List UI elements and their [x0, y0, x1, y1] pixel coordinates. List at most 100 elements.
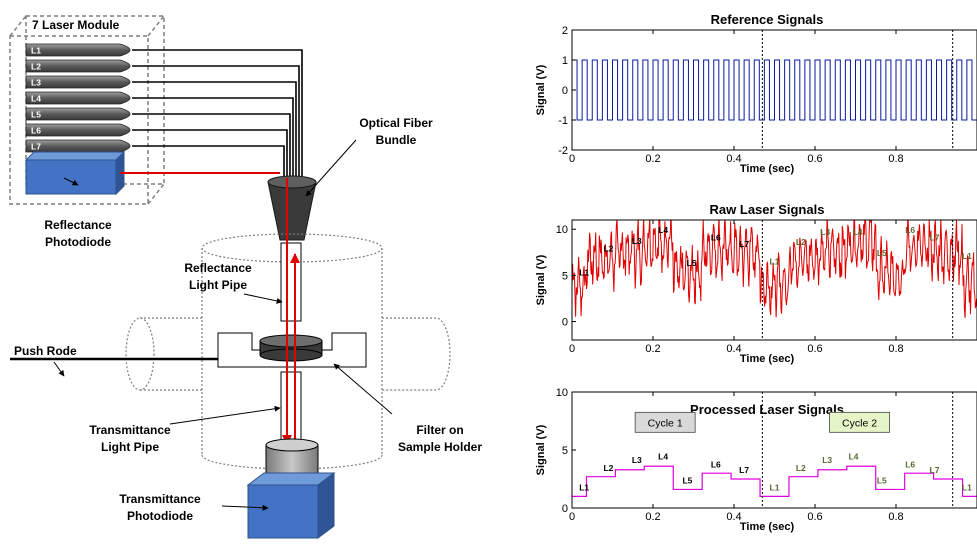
optical-fiber-bundle-label-1: Optical Fiber	[359, 116, 433, 130]
series-label-13: L6	[905, 459, 915, 469]
x-tick-label: 0.6	[807, 153, 822, 165]
fiber-7	[132, 145, 285, 180]
x-tick-label: 0	[569, 511, 575, 523]
x-tick-label: 0.6	[807, 343, 822, 355]
laser-body-5	[25, 107, 131, 121]
series-label-12: L5	[877, 248, 887, 258]
x-tick-label: 0	[569, 153, 575, 165]
filter-disk	[259, 334, 323, 362]
chart-plot	[572, 220, 977, 318]
transmittance-photodiode-label-2: Photodiode	[127, 509, 193, 523]
series-label-15: L1	[962, 483, 972, 493]
series-label-9: L2	[796, 237, 806, 247]
series-label-15: L1	[962, 251, 972, 261]
x-tick-label: 0	[569, 343, 575, 355]
series-label-2: L2	[603, 243, 613, 253]
chart-title: Processed Laser Signals	[690, 402, 844, 417]
fiber-2	[132, 65, 300, 180]
reflectance-photodiode-label-2: Photodiode	[45, 235, 111, 249]
series-label-11: L4	[849, 451, 859, 461]
transmittance-photodiode-label-1: Transmittance	[119, 492, 201, 506]
x-axis-label: Time (sec)	[740, 521, 795, 533]
series-label-10: L3	[820, 227, 830, 237]
reflectance-pipe-pointer	[243, 293, 283, 304]
laser-body-2	[25, 59, 131, 73]
push-rode-pointer	[53, 361, 65, 377]
reflectance-light-pipe-label-1: Reflectance	[184, 261, 252, 275]
y-axis-label: Signal (V)	[535, 424, 547, 475]
series-label-10: L3	[822, 455, 832, 465]
transmittance-light-pipe-label-1: Transmittance	[89, 423, 171, 437]
series-label-14: L7	[930, 232, 940, 242]
cycle-label-2: Cycle 2	[842, 417, 877, 429]
series-label-6: L6	[711, 459, 721, 469]
x-tick-label: 0.2	[645, 511, 660, 523]
y-tick-label: -1	[558, 115, 568, 127]
y-tick-label: 10	[556, 224, 568, 236]
y-axis-label: Signal (V)	[535, 64, 547, 115]
series-label-1: L1	[579, 267, 589, 277]
laser-label-5: L5	[31, 110, 41, 120]
raw-laser-trace	[572, 220, 977, 318]
x-tick-label: 0.2	[645, 343, 660, 355]
x-axis-label: Time (sec)	[740, 353, 795, 365]
series-label-3: L3	[632, 455, 642, 465]
chart-frame	[571, 219, 977, 341]
chart-title: Raw Laser Signals	[710, 202, 825, 217]
module-title: 7 Laser Module	[32, 18, 120, 32]
laser-body-6	[25, 123, 131, 137]
series-label-3: L3	[632, 236, 642, 246]
transmittance-light-pipe	[280, 371, 302, 443]
chart-plot	[572, 59, 977, 121]
filter-label-1: Filter on	[416, 423, 463, 437]
laser-label-2: L2	[31, 62, 41, 72]
chart-title: Reference Signals	[711, 12, 824, 27]
y-tick-label: 0	[562, 503, 568, 515]
series-label-8: L1	[770, 256, 780, 266]
laser-label-7: L7	[31, 142, 41, 152]
y-tick-label: 2	[562, 25, 568, 37]
processed-laser-steps	[572, 465, 977, 497]
chart-2: Raw Laser Signals L1 L2 L3 L4 L5 L6 L7 L1 L2 L3 L4 L…	[535, 202, 977, 365]
laser-label-3: L3	[31, 78, 41, 88]
optical-fiber-bundle	[267, 175, 317, 241]
laser-body-1	[25, 43, 131, 57]
optical-fiber-bundle-label-2: Bundle	[376, 133, 417, 147]
filter-pointer	[333, 363, 393, 415]
filter-label-2: Sample Holder	[398, 440, 482, 454]
laser-label-6: L6	[31, 126, 41, 136]
transmittance-light-pipe-label-2: Light Pipe	[101, 440, 159, 454]
chart-plot	[572, 465, 977, 497]
reflectance-light-pipe	[280, 242, 302, 322]
laser-body-3	[25, 75, 131, 89]
y-tick-label: 1	[562, 55, 568, 67]
series-label-4: L4	[658, 225, 668, 235]
cycle-label-1: Cycle 1	[648, 417, 683, 429]
chart-3: Processed Laser Signals L1 L2 L3 L4 L5 L6 L7 L1 L…	[535, 387, 977, 533]
cycle-box-2	[829, 411, 890, 433]
series-label-4: L4	[658, 451, 668, 461]
series-label-7: L7	[739, 465, 749, 475]
fiber-1	[132, 49, 303, 180]
x-tick-label: 0.4	[726, 343, 741, 355]
y-axis-label: Signal (V)	[535, 254, 547, 305]
y-tick-label: 5	[562, 270, 568, 282]
laser-system-diagram: 7 Laser Module L1 L2 L3 L4 L5 L6 L7 Reflectanc…	[9, 15, 482, 539]
y-tick-label: 0	[562, 85, 568, 97]
push-rode-label: Push Rode	[14, 344, 77, 358]
laser-label-4: L4	[31, 94, 41, 104]
x-tick-label: 0.8	[888, 153, 903, 165]
fiber-bundle-pointer	[305, 139, 357, 197]
series-label-5: L5	[682, 476, 692, 486]
series-label-9: L2	[796, 463, 806, 473]
cycle-box-1	[634, 411, 696, 433]
photodiode-pointer	[63, 177, 79, 186]
fiber-lines	[132, 49, 303, 180]
transmittance-photodiode-box	[246, 472, 336, 539]
fiber-5	[132, 113, 291, 180]
fiber-3	[132, 81, 297, 180]
series-label-2: L2	[603, 463, 613, 473]
y-tick-label: 5	[562, 445, 568, 457]
transmittance-photodiode-pointer	[221, 504, 269, 511]
